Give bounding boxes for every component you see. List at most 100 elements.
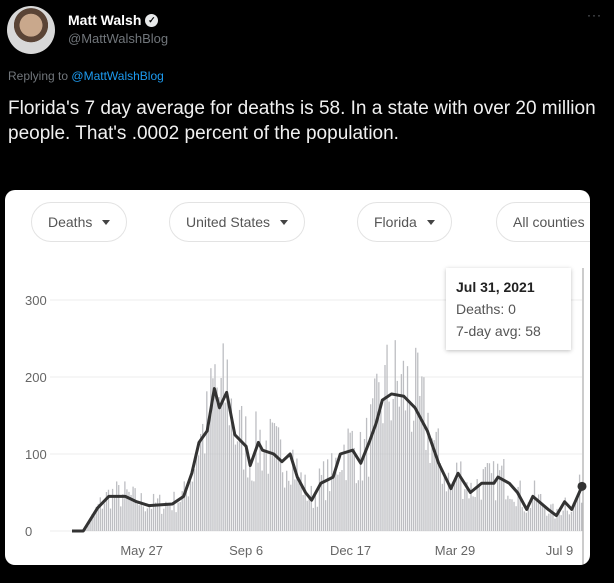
filter-metric-dropdown[interactable]: Deaths <box>31 202 128 242</box>
daily-deaths-bar <box>458 477 460 531</box>
daily-deaths-bar <box>443 473 446 531</box>
daily-deaths-bar <box>265 440 267 531</box>
daily-deaths-bar <box>212 378 214 531</box>
daily-deaths-bar <box>179 502 181 531</box>
daily-deaths-bar <box>341 470 343 531</box>
daily-deaths-bar <box>161 513 163 531</box>
filter-state-dropdown[interactable]: Florida <box>357 202 452 242</box>
daily-deaths-bar <box>384 365 386 531</box>
daily-deaths-bar <box>238 409 241 531</box>
author-name-text: Matt Walsh <box>68 12 142 28</box>
daily-deaths-bar <box>505 499 507 531</box>
daily-deaths-bar <box>523 511 525 531</box>
daily-deaths-bar <box>546 515 548 531</box>
daily-deaths-bar <box>445 491 448 531</box>
chart-image-card[interactable]: Deaths United States Florida All countie… <box>5 190 590 565</box>
daily-deaths-bar <box>240 405 243 531</box>
filter-label: Deaths <box>48 214 93 230</box>
seven-day-avg-line <box>72 387 584 533</box>
daily-deaths-bar <box>402 360 405 531</box>
daily-deaths-bar <box>441 483 443 531</box>
daily-deaths-bar <box>298 476 300 531</box>
daily-deaths-bar <box>390 420 392 531</box>
daily-deaths-bar <box>132 486 134 531</box>
daily-deaths-bar <box>136 503 138 531</box>
avatar[interactable] <box>7 6 55 54</box>
daily-deaths-bar <box>331 453 333 531</box>
daily-deaths-bar <box>552 503 554 531</box>
daily-deaths-bar <box>302 494 304 531</box>
daily-deaths-bar <box>116 481 118 531</box>
verified-badge-icon: ✓ <box>145 13 159 27</box>
daily-deaths-bar <box>378 382 380 531</box>
daily-deaths-bar <box>177 502 179 531</box>
daily-deaths-bar <box>376 373 378 531</box>
daily-deaths-bar <box>327 459 329 531</box>
daily-deaths-bar <box>249 463 251 531</box>
daily-deaths-bar <box>484 467 487 531</box>
author-name[interactable]: Matt Walsh ✓ <box>68 12 159 28</box>
daily-deaths-bar <box>570 511 573 531</box>
daily-deaths-bar <box>472 496 474 531</box>
daily-deaths-bar <box>99 497 101 531</box>
daily-deaths-bar <box>230 398 233 531</box>
daily-deaths-bar <box>234 444 237 531</box>
replying-handle-link[interactable]: @MattWalshBlog <box>71 69 164 83</box>
daily-deaths-bar <box>220 378 222 531</box>
daily-deaths-bar <box>124 481 126 531</box>
filter-label: Florida <box>374 214 417 230</box>
filter-country-dropdown[interactable]: United States <box>169 202 306 242</box>
daily-deaths-bar <box>529 507 532 531</box>
daily-deaths-bar <box>183 481 185 531</box>
daily-deaths-bar <box>476 479 478 531</box>
daily-deaths-bar <box>394 340 396 531</box>
daily-deaths-bar <box>456 462 458 531</box>
daily-deaths-bar <box>322 461 325 531</box>
daily-deaths-bar <box>470 482 472 531</box>
daily-deaths-bar <box>372 398 374 531</box>
daily-deaths-bar <box>361 480 364 531</box>
daily-deaths-bar <box>167 502 169 531</box>
author-handle[interactable]: @MattWalshBlog <box>68 31 169 46</box>
daily-deaths-bar <box>427 412 429 531</box>
daily-deaths-bar <box>367 476 370 531</box>
daily-deaths-bar <box>281 472 284 531</box>
daily-deaths-bar <box>355 483 357 531</box>
daily-deaths-bar <box>406 366 409 531</box>
daily-deaths-bar <box>267 473 269 531</box>
daily-deaths-bar <box>576 496 579 531</box>
daily-deaths-bar <box>134 488 136 531</box>
daily-deaths-bar <box>226 359 228 531</box>
daily-deaths-bar <box>154 502 157 531</box>
tweet-text: Florida's 7 day average for deaths is 58… <box>8 98 596 144</box>
daily-deaths-bar <box>144 511 147 531</box>
daily-deaths-bar <box>353 447 355 531</box>
daily-deaths-bar <box>118 485 120 531</box>
filter-label: All counties <box>513 214 585 230</box>
more-options-icon[interactable]: ··· <box>587 8 602 22</box>
daily-deaths-bar <box>417 352 419 531</box>
daily-deaths-bar <box>101 508 103 531</box>
daily-deaths-bar <box>312 507 314 531</box>
daily-deaths-bar <box>288 480 290 531</box>
daily-deaths-bar <box>564 497 566 531</box>
daily-deaths-bar <box>87 525 89 531</box>
daily-deaths-bar <box>365 417 368 531</box>
daily-deaths-bar <box>537 494 540 531</box>
daily-deaths-bar <box>216 387 218 531</box>
daily-deaths-bar <box>269 418 271 531</box>
daily-deaths-bar <box>497 463 499 531</box>
daily-deaths-bar <box>490 473 493 531</box>
daily-deaths-bar <box>206 391 208 531</box>
filter-county-dropdown[interactable]: All counties <box>496 202 590 242</box>
daily-deaths-bar <box>550 504 552 531</box>
daily-deaths-bar <box>554 518 556 531</box>
x-tick-label: Dec 17 <box>330 543 371 558</box>
daily-deaths-bar <box>286 470 288 531</box>
daily-deaths-bar <box>163 508 165 531</box>
daily-deaths-bar <box>343 444 345 531</box>
daily-deaths-bar <box>566 510 568 531</box>
daily-deaths-bar <box>359 431 362 531</box>
daily-deaths-bar <box>310 485 312 531</box>
daily-deaths-bar <box>294 479 296 531</box>
